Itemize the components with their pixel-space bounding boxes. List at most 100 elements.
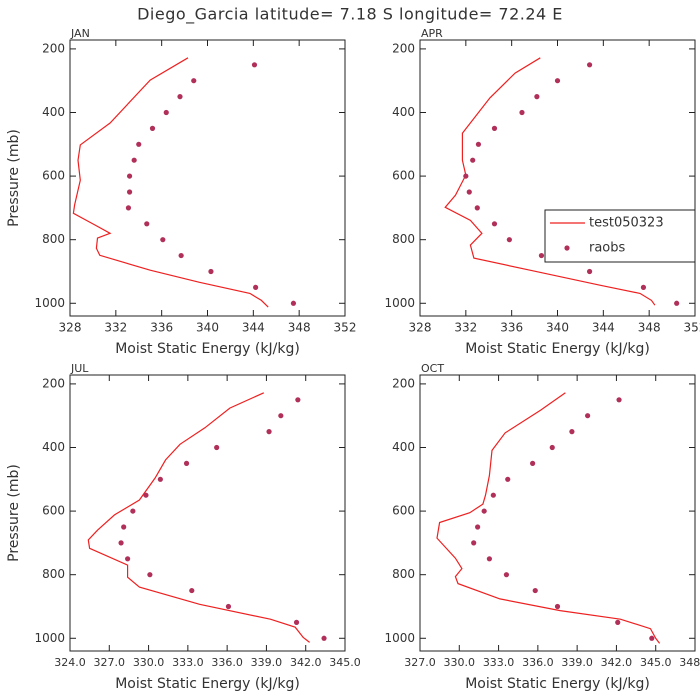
- obs-dot: [534, 93, 540, 100]
- x-tick-label: 348: [288, 321, 311, 335]
- profile-line: [72, 57, 269, 308]
- obs-dot: [295, 397, 301, 403]
- obs-dot: [266, 428, 272, 435]
- obs-dot: [278, 413, 284, 419]
- y-tick-label: 400: [42, 440, 65, 454]
- obs-dot: [503, 572, 510, 578]
- obs-dot: [491, 125, 498, 131]
- obs-dot: [554, 78, 561, 84]
- x-tick-label: 336: [500, 321, 523, 335]
- y-tick-label: 400: [42, 105, 65, 119]
- obs-dot: [586, 268, 593, 275]
- obs-dot: [160, 237, 166, 243]
- panel-label: JUL: [70, 362, 89, 375]
- legend-label: test050323: [589, 216, 664, 231]
- x-tick-label: 324.0: [54, 656, 86, 669]
- obs-dot: [130, 508, 136, 514]
- y-axis-label: Pressure (mb): [6, 129, 22, 227]
- panel-label: JAN: [70, 27, 90, 40]
- y-tick-label: 200: [392, 376, 415, 390]
- obs-dot: [149, 125, 156, 131]
- panel-label: APR: [421, 27, 443, 40]
- x-tick-label: 345.0: [329, 656, 361, 669]
- x-tick-label: 344: [242, 321, 265, 335]
- obs-dot: [177, 93, 183, 100]
- obs-dot: [251, 62, 258, 68]
- legend-dot: [564, 245, 570, 251]
- x-tick-label: 345.0: [640, 656, 672, 669]
- x-tick-label: 339.0: [561, 656, 593, 669]
- x-tick-label: 328: [409, 321, 432, 335]
- obs-dot: [157, 476, 163, 482]
- obs-dot: [674, 300, 680, 306]
- y-tick-label: 800: [42, 567, 65, 581]
- y-tick-label: 1000: [34, 631, 65, 645]
- obs-dot: [293, 619, 300, 625]
- obs-dot: [466, 189, 472, 195]
- obs-dot: [505, 476, 511, 482]
- x-axis-label: Moist Static Energy (kJ/kg): [115, 676, 300, 692]
- obs-dot: [486, 556, 493, 562]
- y-tick-label: 200: [42, 41, 65, 55]
- profile-line: [436, 392, 661, 644]
- obs-dot: [481, 508, 487, 514]
- y-tick-label: 600: [392, 169, 415, 183]
- obs-dot: [131, 157, 137, 163]
- plot-frame: [419, 374, 696, 652]
- obs-dot: [474, 205, 480, 211]
- obs-dot: [554, 603, 561, 610]
- obs-dot: [191, 78, 197, 84]
- obs-dot: [126, 189, 133, 195]
- x-tick-label: 332: [104, 321, 127, 335]
- obs-dot: [549, 444, 555, 451]
- x-tick-label: 342.0: [601, 656, 633, 669]
- profile-line: [87, 392, 310, 643]
- obs-dot: [649, 635, 655, 641]
- obs-dot: [530, 460, 536, 466]
- x-tick-label: 336.0: [211, 656, 243, 669]
- obs-dot: [290, 300, 297, 306]
- y-tick-label: 1000: [384, 631, 415, 645]
- legend-box: [544, 209, 696, 263]
- obs-dot: [519, 109, 525, 116]
- y-tick-label: 1000: [34, 296, 65, 310]
- obs-dot: [118, 540, 124, 546]
- obs-dot: [586, 62, 593, 68]
- obs-dot: [214, 444, 220, 451]
- x-tick-label: 333.0: [483, 656, 515, 669]
- obs-dot: [475, 141, 482, 147]
- y-tick-label: 800: [392, 567, 415, 581]
- panel-label: OCT: [421, 362, 444, 375]
- x-tick-label: 332: [454, 321, 477, 335]
- x-tick-label: 342.0: [290, 656, 322, 669]
- profile-line: [444, 57, 656, 306]
- x-tick-label: 339.0: [251, 656, 283, 669]
- x-tick-label: 330.0: [444, 656, 476, 669]
- y-tick-label: 600: [42, 169, 65, 183]
- obs-dot: [163, 109, 169, 116]
- obs-dot: [615, 619, 621, 625]
- y-tick-label: 600: [42, 504, 65, 518]
- obs-dot: [569, 428, 575, 435]
- obs-dot: [147, 572, 153, 578]
- obs-dot: [463, 173, 469, 179]
- y-tick-label: 1000: [384, 296, 415, 310]
- x-tick-label: 330.0: [133, 656, 165, 669]
- obs-dot: [490, 492, 496, 498]
- obs-dot: [471, 540, 477, 546]
- y-tick-label: 200: [42, 376, 65, 390]
- x-tick-label: 340: [196, 321, 219, 335]
- obs-dot: [506, 237, 512, 243]
- obs-dot: [470, 157, 476, 163]
- x-tick-label: 352: [334, 321, 357, 335]
- obs-dot: [183, 460, 190, 466]
- y-axis-label: Pressure (mb): [6, 464, 22, 562]
- x-tick-label: 352: [684, 321, 700, 335]
- x-tick-label: 336: [150, 321, 173, 335]
- plot-frame: [69, 374, 346, 652]
- obs-dot: [538, 252, 545, 259]
- x-tick-label: 333.0: [172, 656, 204, 669]
- obs-dot: [532, 587, 538, 594]
- obs-dot: [136, 141, 142, 147]
- x-tick-label: 327.0: [404, 656, 436, 669]
